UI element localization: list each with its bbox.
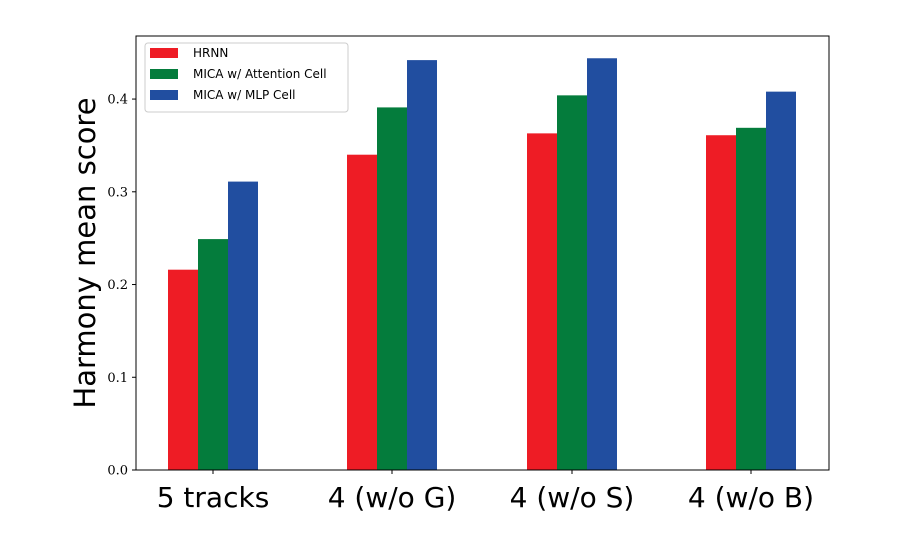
bar-2-3 [766,91,796,471]
bar-1-0 [198,239,228,470]
x-tick-label: 4 (w/o S) [510,481,635,514]
y-tick-label: 0.2 [107,278,128,293]
bar-1-3 [736,127,766,471]
y-tick-label: 0.3 [107,185,128,200]
bar-0-2 [527,133,557,470]
y-tick-label: 0.1 [107,371,128,386]
x-axis-ticks: 5 tracks 4 (w/o G) 4 (w/o S) 4 (w/o B) [157,470,814,514]
bar-2-2 [587,58,617,470]
bar-0-1 [347,154,377,470]
x-tick-label: 5 tracks [157,481,270,514]
bar-0-3 [706,135,736,470]
bar-1-2 [557,95,587,470]
x-tick-label: 4 (w/o G) [328,481,457,514]
bars-group [168,58,796,471]
bar-0-0 [168,269,198,470]
legend-label: HRNN [193,46,228,60]
y-axis-label: Harmony mean score [68,97,102,408]
legend-label: MICA w/ MLP Cell [193,88,296,102]
legend: HRNN MICA w/ Attention Cell MICA w/ MLP Ce… [144,42,349,113]
x-tick-label: 4 (w/o B) [688,481,814,514]
bar-1-1 [377,107,407,471]
bar-2-0 [228,181,258,471]
bar-2-1 [407,60,437,470]
legend-swatch [150,69,178,79]
y-axis-ticks: 0.0 0.1 0.2 0.3 0.4 [107,93,136,479]
plot-frame [135,35,830,471]
legend-label: MICA w/ Attention Cell [193,67,327,81]
legend-swatch [150,90,178,100]
y-tick-label: 0.4 [107,93,128,108]
y-tick-label: 0.0 [107,464,128,479]
legend-box [144,42,349,113]
legend-swatch [150,48,178,58]
